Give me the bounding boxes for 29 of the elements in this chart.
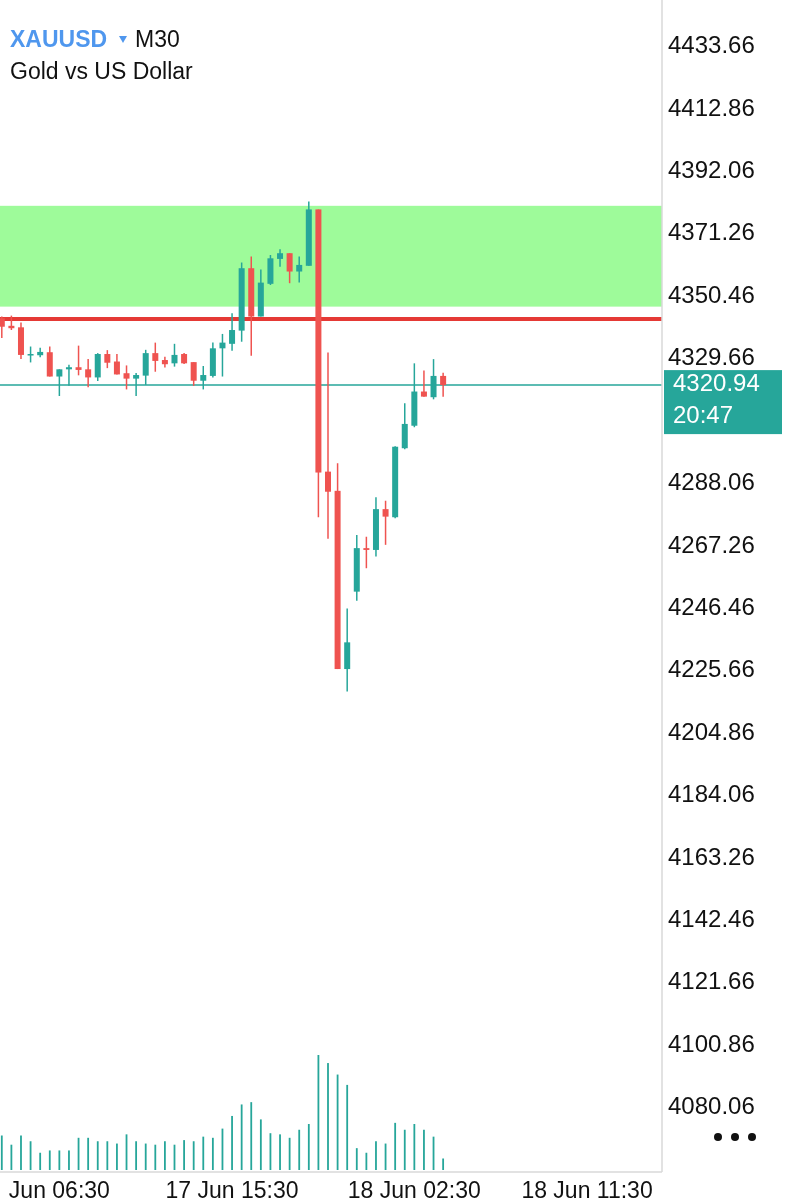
y-tick-label: 4329.66 — [668, 343, 755, 371]
y-tick-label: 4392.06 — [668, 156, 755, 184]
candlestick — [75, 344, 82, 377]
y-tick-label: 4371.26 — [668, 218, 755, 246]
x-tick-label: 18 Jun 02:30 — [347, 1177, 481, 1200]
y-tick-label: 4350.46 — [668, 280, 755, 308]
text: XAUUSD — [10, 26, 108, 52]
annotation: M30 — [135, 26, 180, 52]
y-tick-label: 4163.26 — [668, 842, 755, 870]
y-tick-label: 4204.86 — [668, 717, 755, 745]
y-tick-label: 4121.66 — [668, 967, 755, 995]
text: 20:47 — [673, 401, 734, 429]
y-tick-label: 4142.46 — [668, 904, 755, 932]
x-tick-label: Jun 06:30 — [8, 1177, 110, 1200]
y-tick-label: 4267.26 — [668, 530, 755, 558]
x-tick-label: 18 Jun 11:30 — [521, 1177, 653, 1200]
ref-line-label: 4320.94 — [673, 369, 760, 397]
y-tick-label: 4080.06 — [668, 1092, 755, 1120]
y-tick-label: 4225.66 — [668, 655, 755, 683]
x-tick-label: 17 Jun 15:30 — [165, 1177, 299, 1200]
y-tick-label: 4100.86 — [668, 1029, 755, 1057]
y-tick-label: 4184.06 — [668, 780, 755, 808]
y-tick-label: 4288.06 — [668, 468, 755, 496]
y-tick-label: 4412.86 — [668, 93, 755, 121]
y-tick-label: 4433.66 — [668, 31, 755, 59]
text: Gold vs US Dollar — [10, 58, 194, 84]
candlestick — [363, 535, 370, 569]
y-tick-label: 4246.46 — [668, 592, 755, 620]
candlestick — [123, 364, 130, 391]
